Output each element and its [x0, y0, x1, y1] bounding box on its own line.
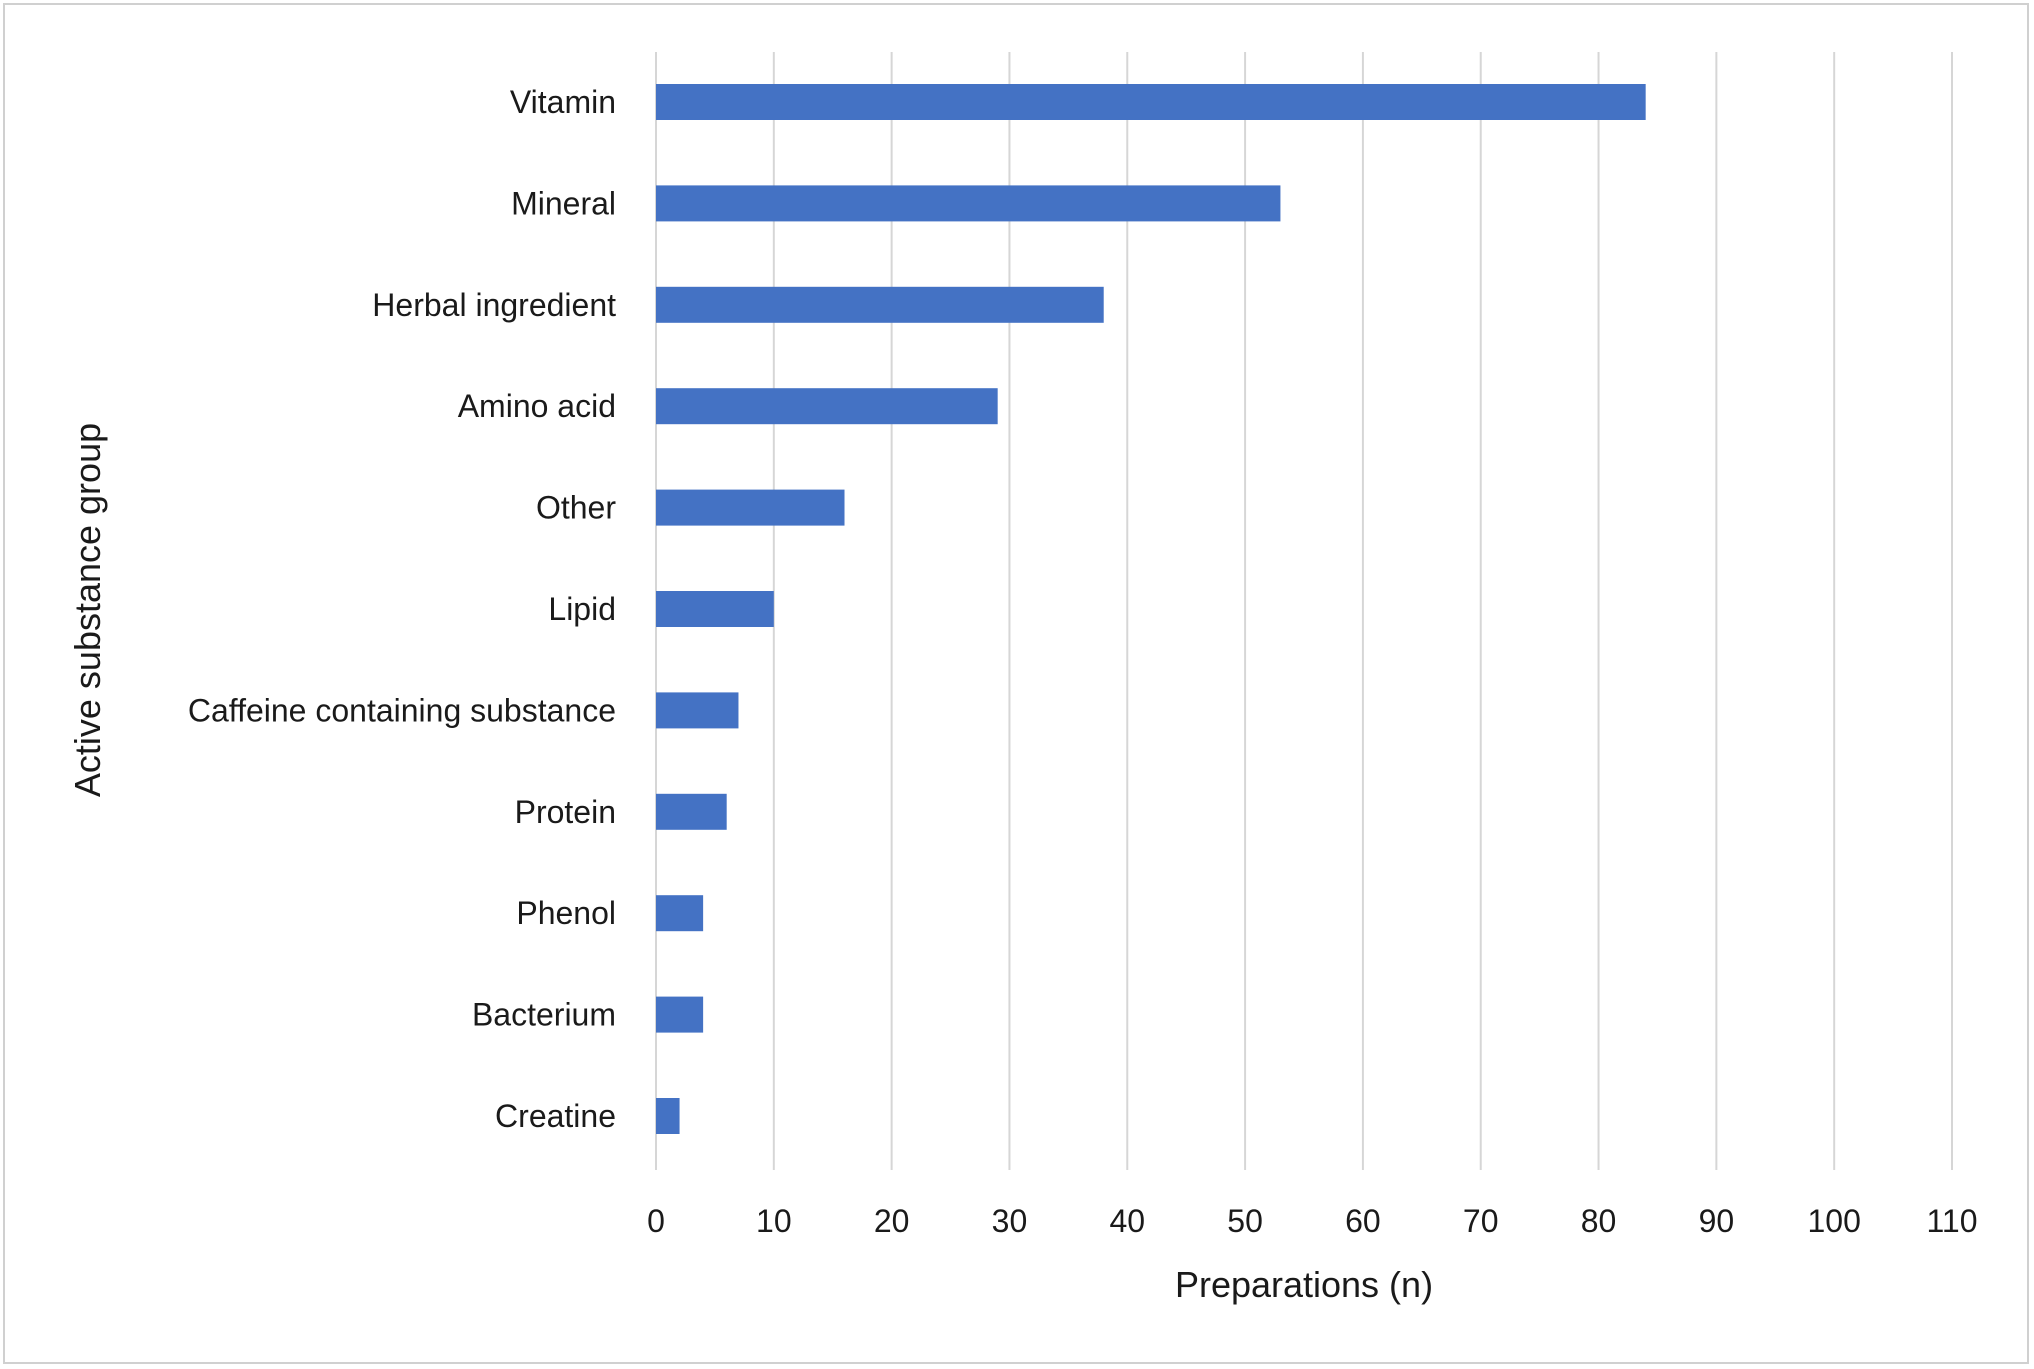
- x-axis-title: Preparations (n): [1175, 1264, 1433, 1305]
- bar: [656, 286, 1104, 323]
- bar: [656, 692, 739, 729]
- x-tick-label: 70: [1463, 1203, 1499, 1239]
- category-label: Protein: [515, 794, 616, 830]
- x-tick-label: 80: [1581, 1203, 1617, 1239]
- bar: [656, 1098, 680, 1134]
- x-tick-label: 90: [1699, 1203, 1735, 1239]
- bars: [656, 84, 1646, 1134]
- bar: [656, 591, 774, 627]
- category-label: Lipid: [548, 591, 616, 627]
- gridlines: [655, 52, 1953, 1170]
- x-tick-label: 0: [647, 1203, 665, 1239]
- x-tick-label: 100: [1807, 1203, 1860, 1239]
- category-label: Other: [536, 490, 616, 526]
- x-tick-label: 10: [756, 1203, 792, 1239]
- chart-frame: [3, 3, 2029, 1364]
- bar: [656, 185, 1281, 222]
- category-label: Creatine: [495, 1098, 616, 1134]
- x-tick-label: 50: [1227, 1203, 1263, 1239]
- category-labels: Vitamin Mineral Herbal ingredient Amino aci…: [188, 84, 617, 1134]
- y-axis-title: Active substance group: [67, 423, 108, 797]
- x-tick-label: 40: [1109, 1203, 1145, 1239]
- bar: [656, 388, 998, 425]
- category-label: Caffeine containing substance: [188, 692, 616, 728]
- bar: [656, 84, 1646, 120]
- x-tick-label: 20: [874, 1203, 910, 1239]
- bar: [656, 996, 704, 1033]
- bar: [656, 895, 704, 932]
- x-tick-labels: 0 10 20 30 40 50 60 70 80 90 100 110: [647, 1203, 1977, 1239]
- x-tick-label: 60: [1345, 1203, 1381, 1239]
- x-tick-label: 30: [992, 1203, 1028, 1239]
- category-label: Amino acid: [458, 388, 616, 424]
- bar: [656, 489, 845, 526]
- x-tick-label: 110: [1926, 1203, 1977, 1239]
- category-label: Vitamin: [510, 84, 616, 120]
- category-label: Mineral: [511, 185, 616, 221]
- bar: [656, 793, 727, 830]
- category-label: Phenol: [516, 895, 616, 931]
- category-label: Herbal ingredient: [372, 287, 616, 323]
- category-label: Bacterium: [472, 997, 616, 1033]
